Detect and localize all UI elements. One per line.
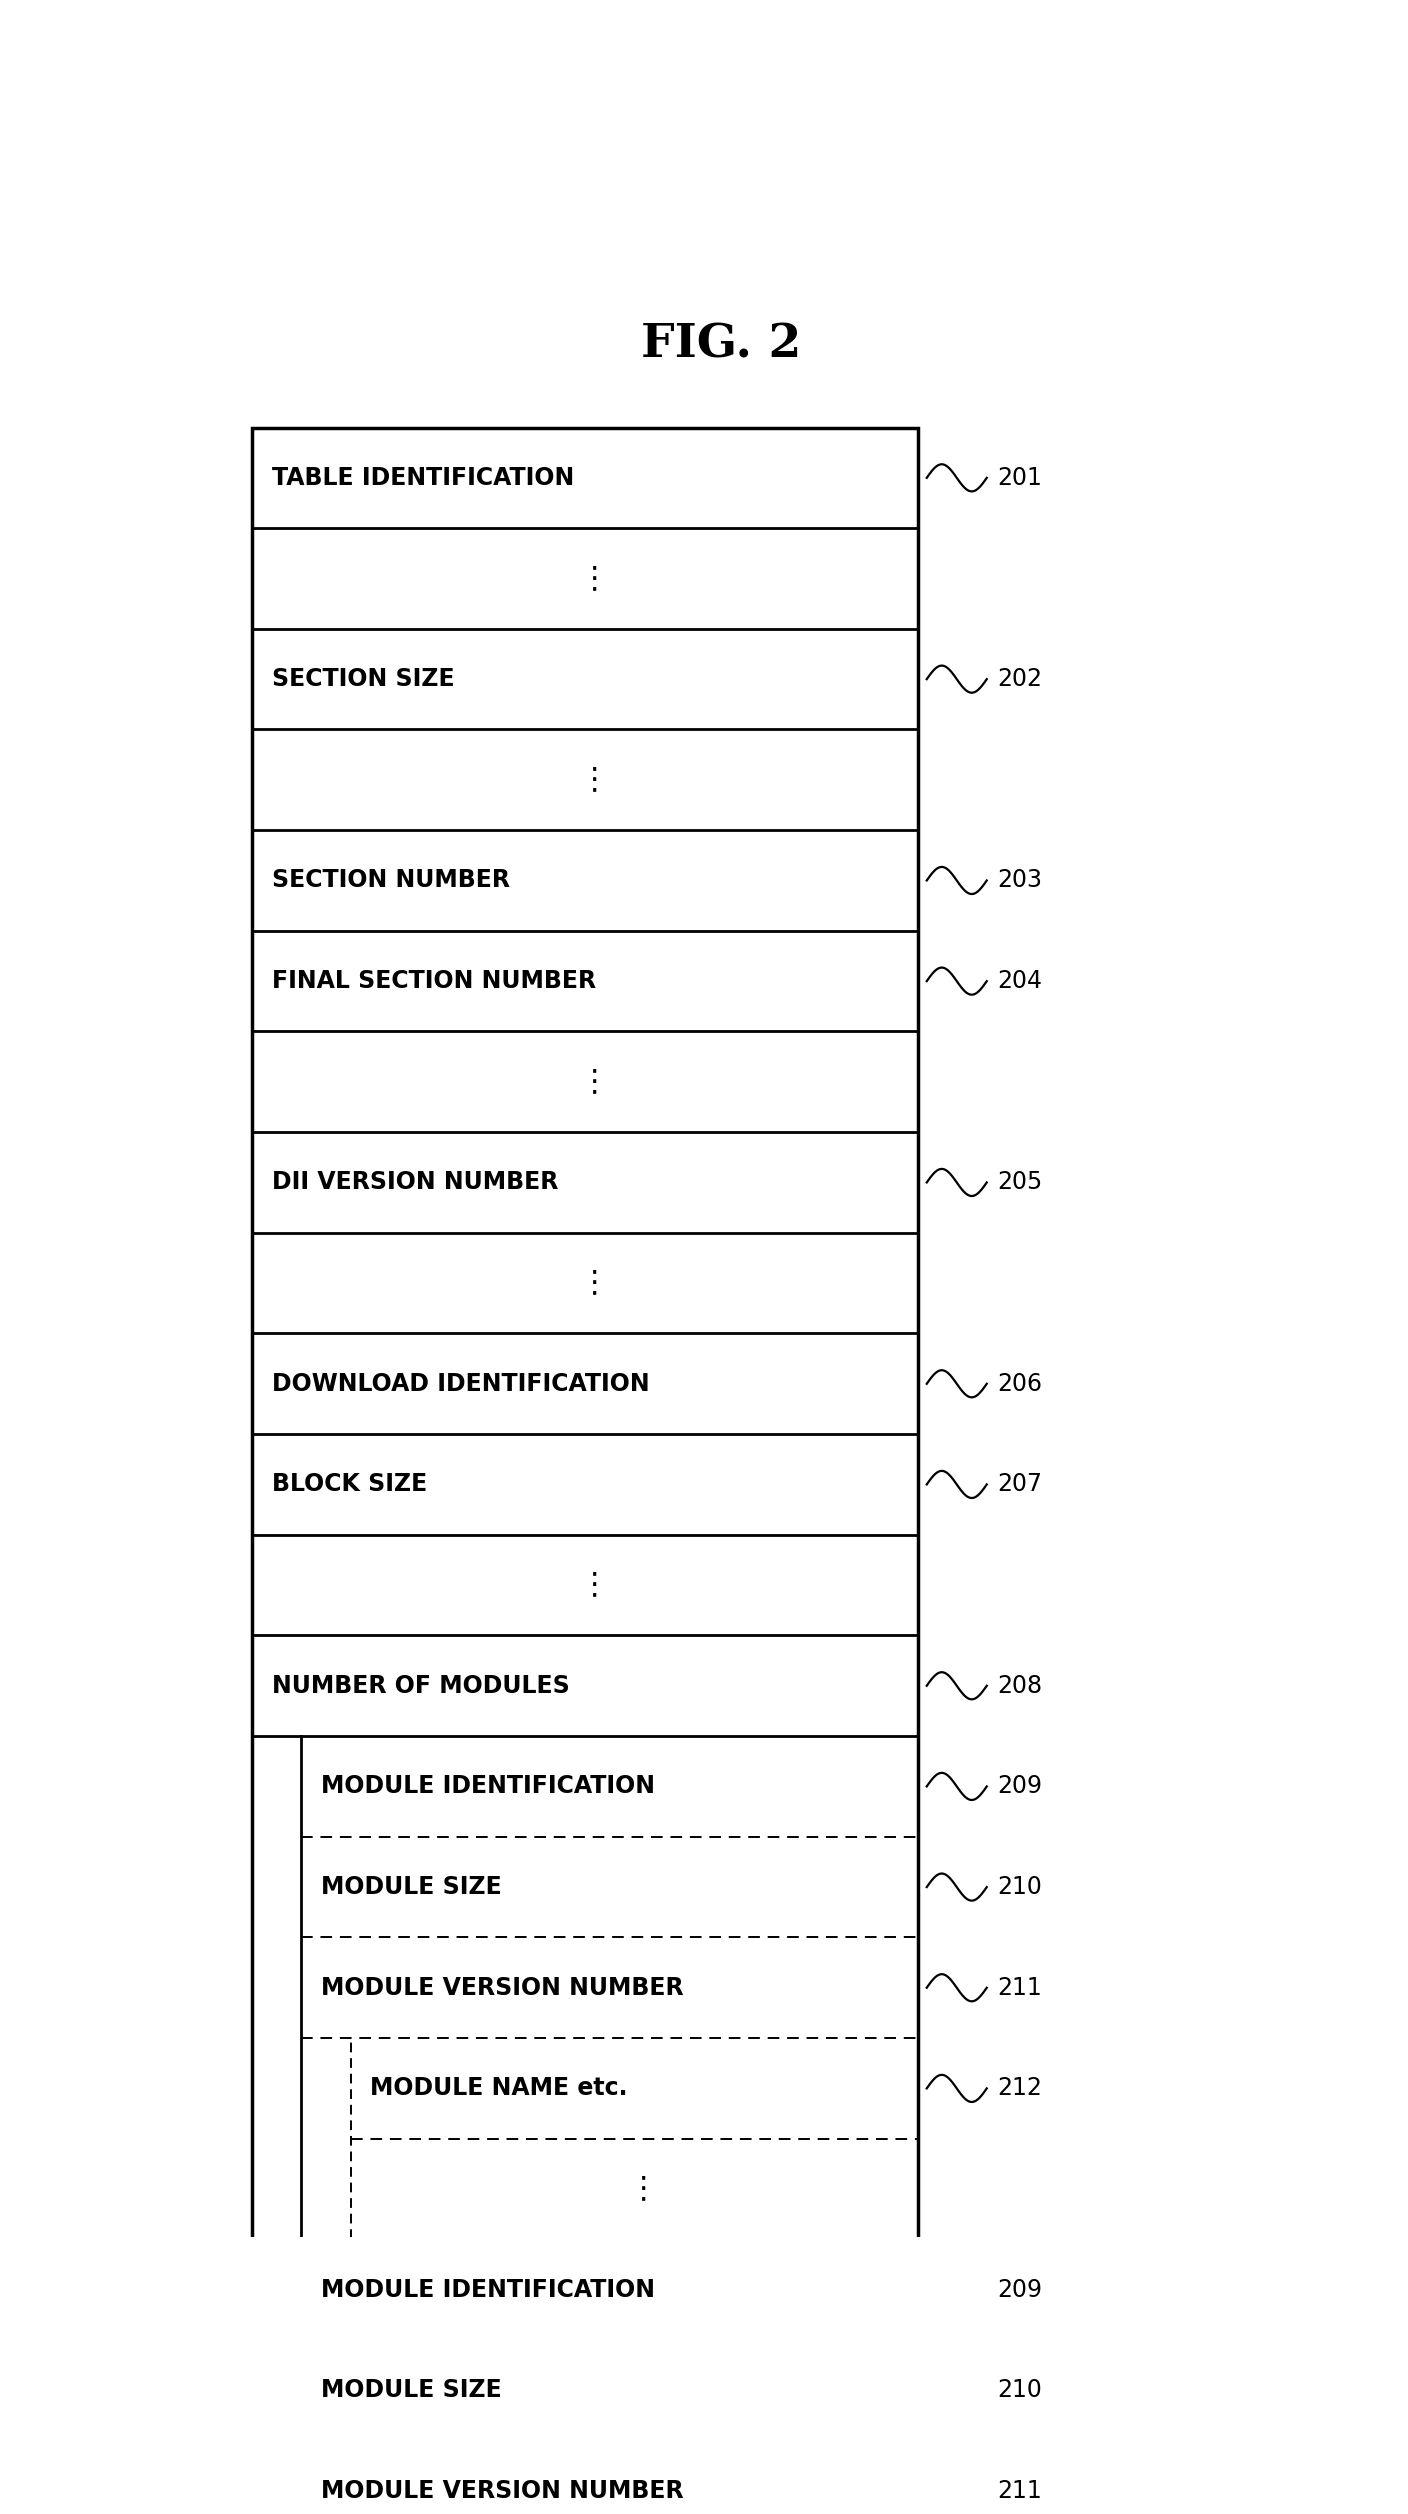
Text: MODULE VERSION NUMBER: MODULE VERSION NUMBER — [321, 1976, 684, 1999]
Text: SECTION NUMBER: SECTION NUMBER — [272, 867, 510, 892]
Text: ⋮: ⋮ — [560, 1068, 610, 1096]
Text: DOWNLOAD IDENTIFICATION: DOWNLOAD IDENTIFICATION — [272, 1373, 649, 1395]
Text: 207: 207 — [998, 1473, 1043, 1496]
Text: 204: 204 — [998, 968, 1043, 993]
Text: ⋮: ⋮ — [560, 1270, 610, 1297]
Text: MODULE VERSION NUMBER: MODULE VERSION NUMBER — [321, 2479, 684, 2504]
Text: 203: 203 — [998, 867, 1043, 892]
Text: 209: 209 — [998, 2278, 1043, 2303]
Text: 205: 205 — [998, 1172, 1043, 1194]
Text: ⋮: ⋮ — [610, 2175, 659, 2205]
Text: NUMBER OF MODULES: NUMBER OF MODULES — [272, 1674, 570, 1697]
Text: 209: 209 — [998, 1775, 1043, 1798]
Text: MODULE SIZE: MODULE SIZE — [321, 2378, 501, 2403]
Text: 211: 211 — [998, 1976, 1042, 1999]
Text: 212: 212 — [998, 2077, 1042, 2099]
Text: FINAL SECTION NUMBER: FINAL SECTION NUMBER — [272, 968, 596, 993]
Text: SECTION SIZE: SECTION SIZE — [272, 666, 455, 691]
Text: 208: 208 — [998, 1674, 1043, 1697]
Text: 210: 210 — [998, 2378, 1042, 2403]
Text: 210: 210 — [998, 1875, 1042, 1898]
Text: 211: 211 — [998, 2479, 1042, 2504]
Text: MODULE IDENTIFICATION: MODULE IDENTIFICATION — [321, 2278, 655, 2303]
Bar — [252, 427, 918, 2514]
Text: 201: 201 — [998, 465, 1042, 490]
Text: MODULE IDENTIFICATION: MODULE IDENTIFICATION — [321, 1775, 655, 1798]
Text: ⋮: ⋮ — [560, 764, 610, 794]
Text: TABLE IDENTIFICATION: TABLE IDENTIFICATION — [272, 465, 574, 490]
Text: BLOCK SIZE: BLOCK SIZE — [272, 1473, 427, 1496]
Text: ⋮: ⋮ — [560, 563, 610, 593]
Text: DII VERSION NUMBER: DII VERSION NUMBER — [272, 1172, 559, 1194]
Text: FIG. 2: FIG. 2 — [642, 322, 801, 367]
Text: 206: 206 — [998, 1373, 1043, 1395]
Text: MODULE NAME etc.: MODULE NAME etc. — [370, 2077, 628, 2099]
Text: 202: 202 — [998, 666, 1043, 691]
Text: ⋮: ⋮ — [560, 1571, 610, 1599]
Text: MODULE SIZE: MODULE SIZE — [321, 1875, 501, 1898]
